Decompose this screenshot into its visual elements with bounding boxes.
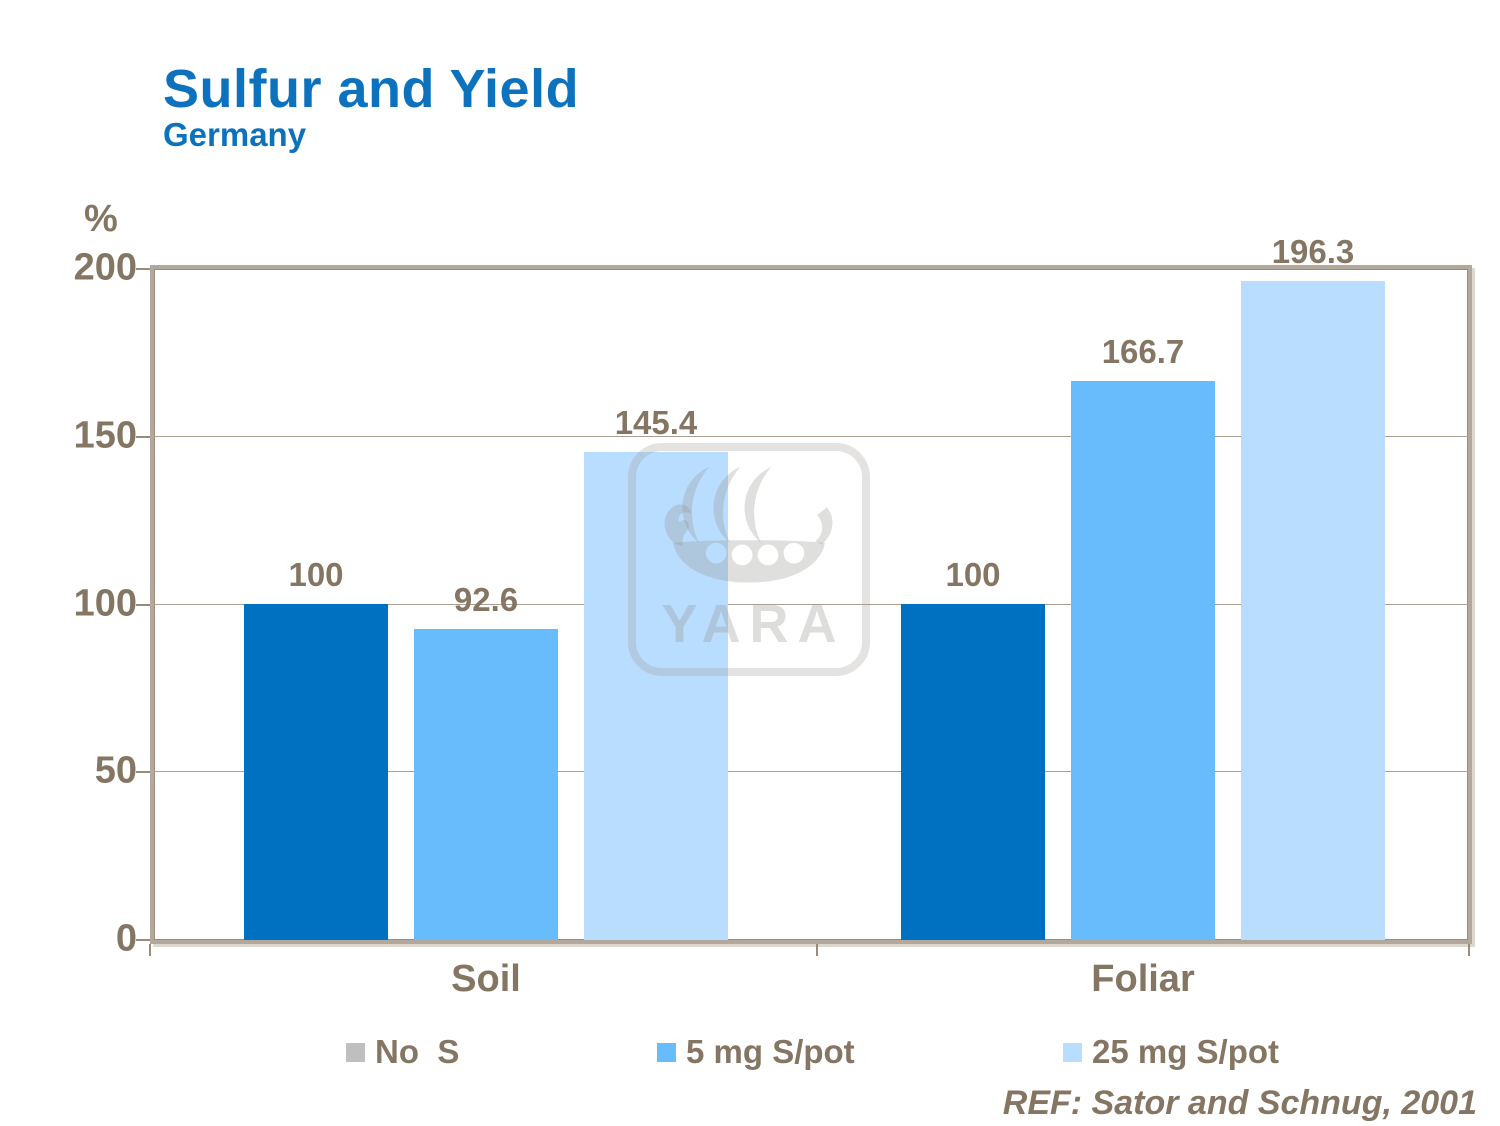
y-tick-label-150: 150 (73, 414, 137, 457)
y-tick-mark-200 (136, 268, 150, 270)
x-axis-label-foliar: Foliar (1091, 958, 1195, 1000)
legend-label-5-mg-s-pot: 5 mg S/pot (686, 1033, 855, 1070)
bar-value-label-foliar-no-s: 100 (945, 556, 1001, 593)
y-tick-label-50: 50 (94, 749, 137, 792)
legend-swatch-25-mg-s-pot (1063, 1042, 1082, 1062)
legend-swatch-no-s (346, 1042, 365, 1062)
y-axis-unit-label: % (84, 198, 118, 240)
y-tick-mark-100 (136, 603, 150, 606)
y-tick-mark-0 (136, 939, 150, 941)
bar-value-label-foliar-5-mg-s-pot: 166.7 (1101, 333, 1185, 370)
y-tick-mark-150 (136, 435, 150, 438)
legend-swatch-5-mg-s-pot (657, 1042, 676, 1062)
bar-foliar-5-mg-s-pot (1071, 381, 1215, 940)
y-tick-label-100: 100 (73, 582, 137, 625)
bar-soil-25-mg-s-pot (584, 452, 728, 940)
y-tick-label-0: 0 (115, 917, 137, 960)
legend-label-25-mg-s-pot: 25 mg S/pot (1092, 1033, 1280, 1070)
x-tick-mark-1 (816, 944, 818, 956)
gridline-150 (154, 435, 1468, 437)
bar-foliar-no-s (901, 604, 1045, 940)
bar-foliar-25-mg-s-pot (1241, 281, 1385, 940)
bar-value-label-soil-5-mg-s-pot: 92.6 (453, 581, 519, 618)
bar-value-label-foliar-25-mg-s-pot: 196.3 (1271, 233, 1355, 270)
bar-value-label-soil-25-mg-s-pot: 145.4 (614, 404, 698, 441)
bar-value-label-soil-no-s: 100 (288, 556, 344, 593)
x-tick-mark-0 (149, 944, 151, 956)
page-subtitle: Germany (163, 116, 307, 153)
y-tick-mark-50 (136, 771, 150, 774)
plot-area: 100 92.6 145.4 100 166.7 196.3 (150, 233, 1472, 944)
bar-soil-no-s (244, 604, 388, 940)
x-tick-mark-2 (1468, 944, 1470, 956)
bar-soil-5-mg-s-pot (414, 629, 558, 940)
legend-item-25-mg-s-pot: 25 mg S/pot (1063, 1033, 1279, 1071)
y-tick-label-200: 200 (73, 246, 137, 289)
reference-text: REF: Sator and Schnug, 2001 (1002, 1084, 1477, 1122)
x-axis-label-soil: Soil (451, 958, 521, 1000)
legend-label-no-s: No S (375, 1033, 460, 1070)
gridline-50 (154, 771, 1468, 773)
legend-item-no-s: No S (346, 1033, 459, 1071)
gridline-100 (154, 603, 1468, 605)
page-title: Sulfur and Yield (163, 59, 580, 119)
legend-item-5-mg-s-pot: 5 mg S/pot (657, 1033, 855, 1071)
